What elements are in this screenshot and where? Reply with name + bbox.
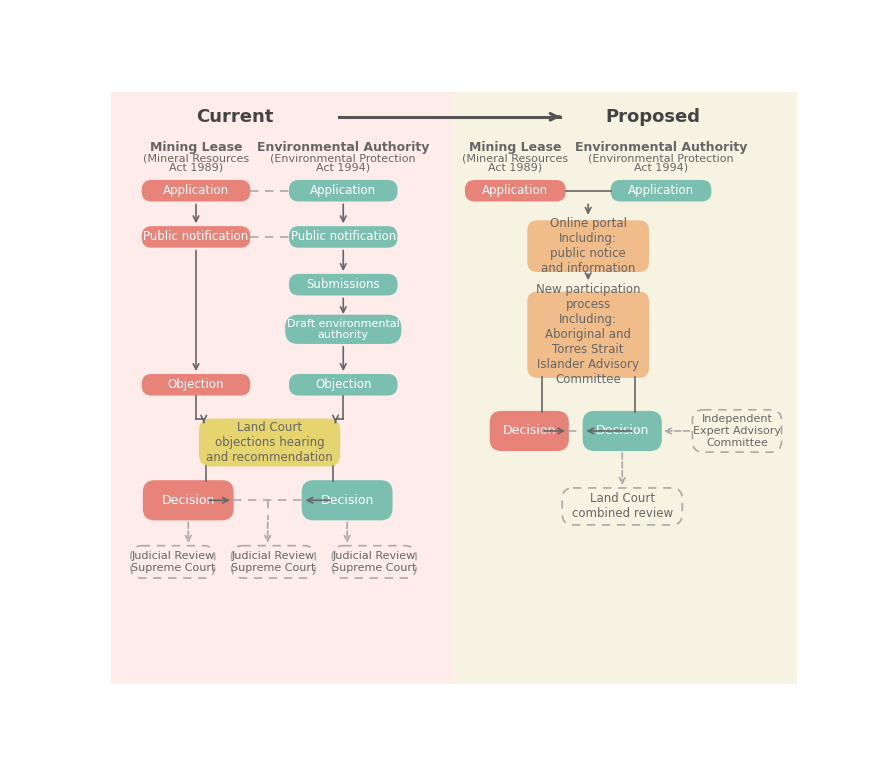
FancyBboxPatch shape <box>584 412 661 450</box>
FancyBboxPatch shape <box>610 180 711 201</box>
FancyBboxPatch shape <box>528 293 649 377</box>
Text: Decision: Decision <box>502 425 556 438</box>
Text: Current: Current <box>196 108 274 126</box>
Text: Online portal
Including:
public notice
and information: Online portal Including: public notice a… <box>541 217 635 275</box>
FancyBboxPatch shape <box>289 180 398 201</box>
FancyBboxPatch shape <box>142 374 250 396</box>
Text: Decision: Decision <box>595 425 649 438</box>
FancyBboxPatch shape <box>289 226 398 248</box>
Text: Environmental Authority: Environmental Authority <box>575 141 747 154</box>
Text: Application: Application <box>482 184 548 197</box>
Text: Draft environmental
authority: Draft environmental authority <box>287 319 400 340</box>
FancyBboxPatch shape <box>142 226 250 248</box>
Text: Act 1989): Act 1989) <box>169 163 223 173</box>
Text: Act 1994): Act 1994) <box>634 163 688 173</box>
Text: Mining Lease: Mining Lease <box>469 141 562 154</box>
Text: Public notification: Public notification <box>291 230 396 243</box>
Text: (Environmental Protection: (Environmental Protection <box>270 154 416 164</box>
Text: (Mineral Resources: (Mineral Resources <box>143 154 249 164</box>
Text: Proposed: Proposed <box>606 108 701 126</box>
FancyBboxPatch shape <box>285 315 401 344</box>
Text: Act 1989): Act 1989) <box>488 163 542 173</box>
Text: Independent
Expert Advisory
Committee: Independent Expert Advisory Committee <box>693 415 781 448</box>
FancyBboxPatch shape <box>289 374 398 396</box>
Text: Application: Application <box>163 184 229 197</box>
Text: Land Court
combined review: Land Court combined review <box>571 492 672 521</box>
FancyBboxPatch shape <box>528 221 649 271</box>
FancyBboxPatch shape <box>111 92 454 684</box>
Text: Decision: Decision <box>321 494 374 507</box>
Text: New participation
process
Including:
Aboriginal and
Torres Strait
Islander Advis: New participation process Including: Abo… <box>536 283 641 386</box>
Text: Public notification: Public notification <box>144 230 249 243</box>
Text: Application: Application <box>310 184 377 197</box>
FancyBboxPatch shape <box>289 274 398 296</box>
Text: Mining Lease: Mining Lease <box>150 141 242 154</box>
FancyBboxPatch shape <box>144 481 233 519</box>
Text: Act 1994): Act 1994) <box>316 163 370 173</box>
Text: Decision: Decision <box>161 494 215 507</box>
Text: Judicial Review
Supreme Court: Judicial Review Supreme Court <box>332 551 416 573</box>
Text: Application: Application <box>628 184 694 197</box>
Text: Environmental Authority: Environmental Authority <box>257 141 430 154</box>
FancyBboxPatch shape <box>491 412 568 450</box>
Text: Judicial Review
Supreme Court: Judicial Review Supreme Court <box>231 551 315 573</box>
Text: Judicial Review
Supreme Court: Judicial Review Supreme Court <box>130 551 215 573</box>
Text: Objection: Objection <box>315 379 371 391</box>
Text: Objection: Objection <box>167 379 224 391</box>
Text: Submissions: Submissions <box>307 278 380 291</box>
Text: (Mineral Resources: (Mineral Resources <box>462 154 568 164</box>
FancyBboxPatch shape <box>200 419 339 465</box>
Text: (Environmental Protection: (Environmental Protection <box>588 154 734 164</box>
FancyBboxPatch shape <box>302 481 392 519</box>
FancyBboxPatch shape <box>465 180 565 201</box>
FancyBboxPatch shape <box>142 180 250 201</box>
FancyBboxPatch shape <box>454 92 797 684</box>
Text: Land Court
objections hearing
and recommendation: Land Court objections hearing and recomm… <box>206 421 333 464</box>
